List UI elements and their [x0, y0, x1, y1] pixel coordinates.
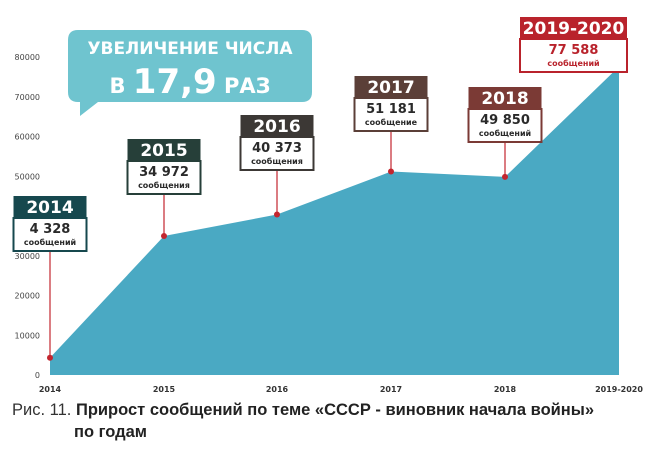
label-year: 2015: [140, 141, 187, 161]
label-value: 49 850: [480, 113, 530, 128]
x-axis: 2014 2015 2016 2017 2018 2019-2020: [39, 385, 643, 394]
label-body-box: [126, 160, 202, 195]
y-tick-label: 10000: [15, 331, 40, 340]
label-unit: сообщений: [547, 58, 599, 68]
x-tick-label: 2017: [380, 385, 402, 394]
label-value: 51 181: [366, 102, 416, 117]
badge-bubble: [68, 30, 312, 116]
label-year-box: [13, 196, 87, 218]
label-body-box: [519, 38, 628, 73]
area-series: [50, 66, 619, 375]
y-tick-label: 80000: [15, 53, 40, 62]
x-tick-label: 2015: [153, 385, 176, 394]
label-year-box: [468, 87, 542, 109]
badge-line1: УВЕЛИЧЕНИЕ ЧИСЛА: [87, 39, 293, 59]
y-tick-label: 20000: [15, 292, 40, 301]
badge-line2: В 17,9 РАЗ: [109, 62, 270, 102]
label-body-box: [467, 108, 543, 143]
label-year-box: [127, 139, 201, 161]
label-unit: сообщение: [365, 117, 418, 127]
label-body-box: [239, 136, 315, 171]
label-year: 2017: [367, 78, 414, 98]
caption-title-line2: по годам: [74, 423, 148, 441]
label-year-box: [240, 115, 314, 137]
area-chart: 0100002000030000400005000060000700008000…: [12, 17, 643, 394]
label-unit: сообщений: [479, 128, 531, 138]
label-value: 77 588: [549, 43, 599, 58]
label-year-box: [520, 17, 627, 39]
figure-caption: Рис. 11. Прирост сообщений по теме «СССР…: [12, 399, 642, 443]
label-year-box: [354, 76, 428, 98]
label-year: 2014: [26, 198, 73, 218]
label-unit: сообщений: [24, 237, 76, 247]
label-year: 2018: [481, 89, 528, 109]
caption-prefix: Рис. 11.: [12, 401, 72, 419]
badge-number: 17,9: [133, 62, 217, 102]
badge-suffix: РАЗ: [217, 74, 271, 98]
label-year: 2016: [253, 117, 300, 137]
label-year: 2019-2020: [523, 19, 625, 39]
x-tick-label: 2019-2020: [595, 385, 643, 394]
caption-title-line1: Прирост сообщений по теме «СССР - виновн…: [75, 401, 595, 419]
label-body-box: [12, 217, 88, 252]
y-tick-label: 50000: [15, 172, 40, 181]
x-tick-label: 2016: [266, 385, 289, 394]
x-tick-label: 2014: [39, 385, 62, 394]
x-tick-label: 2018: [494, 385, 517, 394]
growth-badge: УВЕЛИЧЕНИЕ ЧИСЛА В 17,9 РАЗ: [68, 30, 312, 116]
label-value: 34 972: [139, 165, 189, 180]
y-tick-label: 0: [35, 371, 40, 380]
y-tick-label: 30000: [15, 252, 40, 261]
label-unit: сообщения: [138, 180, 190, 190]
label-value: 40 373: [252, 141, 302, 156]
y-tick-label: 70000: [15, 93, 40, 102]
y-tick-label: 60000: [15, 133, 40, 142]
badge-prefix: В: [109, 74, 132, 98]
label-unit: сообщения: [251, 156, 303, 166]
label-value: 4 328: [30, 222, 71, 237]
label-body-box: [353, 97, 429, 132]
area-layer: [50, 66, 619, 375]
